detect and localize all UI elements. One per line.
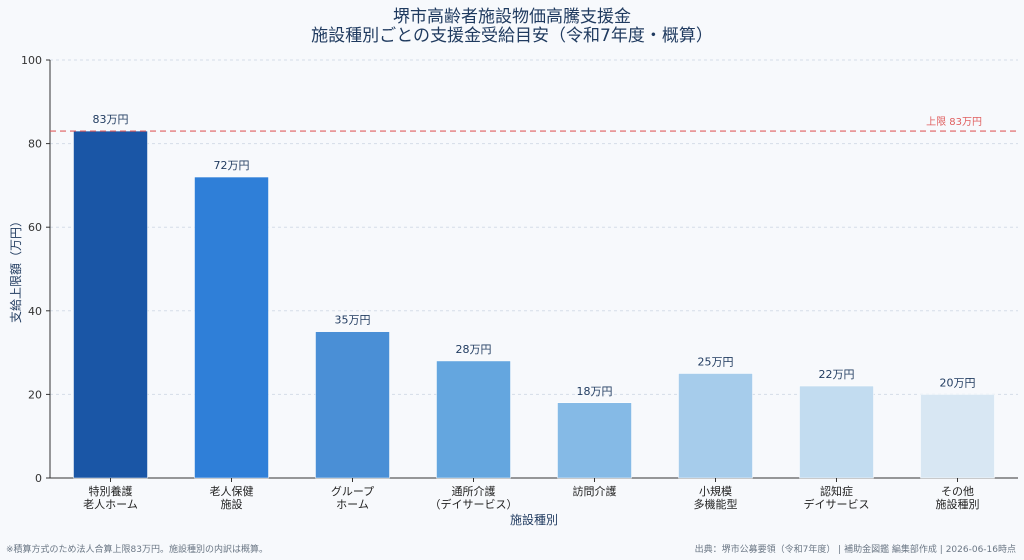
x-tick-label: ホーム [336, 498, 369, 511]
footnote-source: 出典：堺市公募要領（令和7年度） | 補助金図鑑 編集部作成 | 2026-06… [694, 545, 1016, 555]
bar [194, 176, 269, 479]
x-tick-label: 老人ホーム [83, 498, 138, 511]
x-tick-label: 訪問介護 [573, 484, 617, 498]
bar [920, 394, 995, 479]
bar-value-label: 28万円 [456, 343, 492, 356]
x-tick-label: 老人保健 [210, 484, 254, 498]
x-tick-label: デイサービス [804, 497, 870, 511]
y-axis-label: 支給上限額（万円） [9, 215, 23, 323]
footnote-left: ※積算方式のため法人合算上限83万円。施設種別の内訳は概算。 [6, 545, 268, 555]
bar-value-label: 35万円 [335, 314, 371, 327]
bar [73, 130, 148, 479]
x-tick-label: 小規模 [699, 484, 732, 498]
x-tick-label: その他 [941, 485, 974, 498]
bar [315, 331, 390, 479]
bar-value-label: 72万円 [214, 159, 250, 172]
y-tick-label: 0 [35, 472, 42, 485]
y-tick-label: 100 [21, 54, 42, 67]
y-tick-label: 20 [28, 388, 42, 401]
x-tick-label: グループ [331, 484, 374, 498]
x-tick-label: 認知症 [820, 484, 853, 498]
y-tick-label: 60 [28, 221, 42, 234]
x-tick-label: 特別養護 [89, 484, 133, 498]
x-tick-label: 施設種別 [936, 497, 980, 511]
bar-value-label: 83万円 [93, 113, 129, 126]
y-tick-label: 80 [28, 138, 42, 151]
bar [557, 402, 632, 479]
bar [678, 373, 753, 479]
chart-title-line1: 堺市高齢者施設物価高騰支援金 [393, 7, 631, 27]
x-tick-label: 多機能型 [694, 497, 738, 511]
reference-line-label: 上限 83万円 [926, 116, 982, 128]
x-axis-label: 施設種別 [510, 512, 558, 527]
x-tick-label: 施設 [221, 497, 243, 511]
bar [799, 385, 874, 479]
bar [436, 360, 511, 479]
x-tick-label: 通所介護 [452, 484, 496, 498]
bar-value-label: 22万円 [819, 368, 855, 381]
y-tick-label: 40 [28, 305, 42, 318]
bar-value-label: 25万円 [698, 356, 734, 369]
chart-title-line2: 施設種別ごとの支援金受給目安（令和7年度・概算） [311, 26, 713, 46]
x-tick-label: （デイサービス） [430, 497, 518, 511]
bar-value-label: 20万円 [940, 376, 976, 389]
bar-value-label: 18万円 [577, 385, 613, 398]
